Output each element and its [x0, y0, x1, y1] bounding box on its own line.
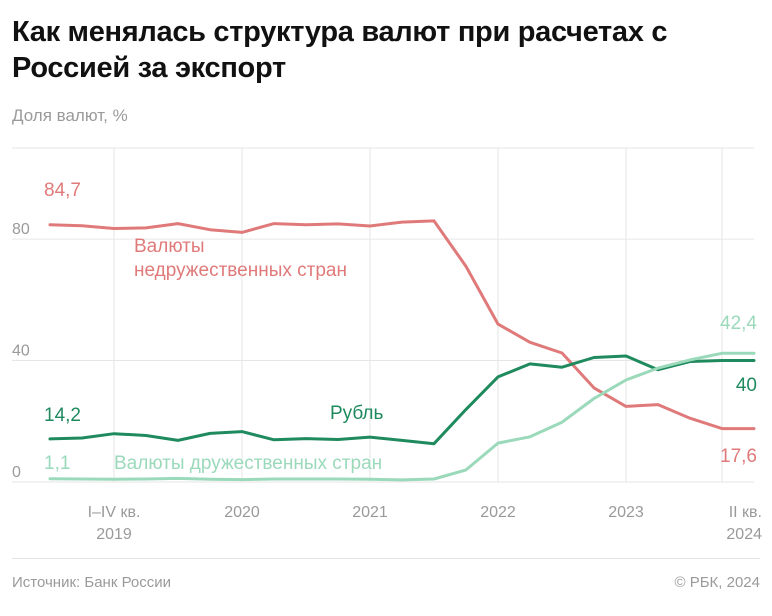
y-tick-label: 80	[12, 221, 30, 238]
grid	[12, 147, 754, 483]
data-label: 40	[736, 375, 757, 396]
series-name-label: недружественных стран	[134, 260, 347, 281]
data-label: 42,4	[720, 313, 757, 334]
x-axis: I–IV кв. 2019 2020 2021 2022 2023 II кв. 2024	[88, 504, 763, 543]
y-axis: 0 40 80	[12, 221, 30, 481]
data-label: 84,7	[44, 180, 81, 201]
x-tick-label: 2019	[96, 526, 132, 543]
chart-title: Как менялась структура валют при расчета…	[12, 16, 668, 84]
data-label: 17,6	[720, 446, 757, 467]
footer-divider	[12, 558, 760, 559]
series-line	[48, 354, 756, 446]
series-line	[48, 351, 756, 482]
y-tick-label: 0	[12, 464, 21, 481]
data-label: 14,2	[44, 405, 81, 426]
x-tick-label: II кв.	[729, 504, 762, 521]
series-lines	[48, 219, 756, 482]
x-tick-label: 2022	[480, 504, 516, 521]
x-tick-label: I–IV кв.	[88, 504, 141, 521]
chart-subtitle: Доля валют, %	[12, 106, 128, 125]
y-tick-label: 40	[12, 343, 30, 360]
copyright: © РБК, 2024	[674, 574, 760, 591]
x-tick-label: 2024	[726, 526, 762, 543]
series-name-label: Валюты дружественных стран	[114, 453, 382, 474]
x-tick-label: 2021	[352, 504, 388, 521]
x-tick-label: 2023	[608, 504, 644, 521]
x-tick-label: 2020	[224, 504, 260, 521]
series-line	[48, 219, 756, 431]
line-chart: 0 40 80 I–IV кв. 2019 2020 2021 2022 2023 II кв.…	[12, 147, 763, 543]
series-name-label: Рубль	[330, 403, 384, 424]
data-label: 1,1	[44, 453, 70, 474]
series-labels: 84,7 14,2 1,1 42,4 40 17,6 Валюты недружественн…	[44, 180, 757, 474]
series-name-label: Валюты	[134, 236, 205, 257]
source-note: Источник: Банк России	[12, 574, 172, 591]
